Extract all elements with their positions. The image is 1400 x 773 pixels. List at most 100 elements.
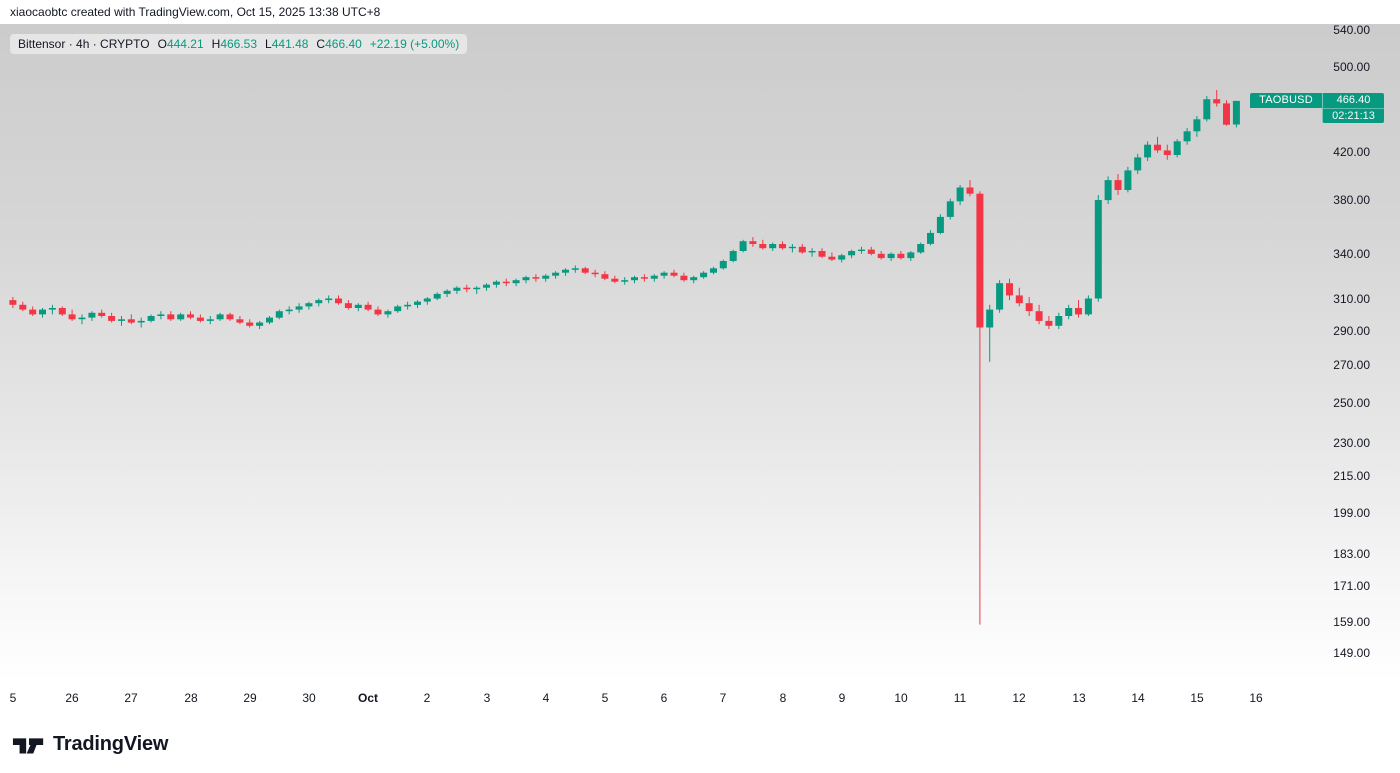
time-axis[interactable]: 5 26 27 28 29 30 Oct 2 3 4 5 6 7 8 9 10 11 12 13 14 15 16 (0, 684, 1400, 716)
candle-down (29, 306, 37, 316)
candle-up (838, 253, 846, 263)
time-axis-label: 4 (542, 691, 550, 705)
candle-up (78, 314, 86, 325)
candle-up (700, 271, 708, 279)
candle-up (1104, 176, 1112, 204)
candle-up (177, 312, 185, 321)
candle-down (818, 248, 826, 259)
time-axis-label: 3 (483, 691, 491, 705)
candle-down (1075, 300, 1082, 318)
time-axis-label: Oct (357, 691, 379, 705)
candle-up (256, 320, 264, 330)
footer: TradingView (0, 716, 1400, 773)
candle-up (384, 309, 392, 318)
candle-up (1055, 312, 1063, 330)
time-axis-label: 16 (1249, 691, 1263, 705)
ohlc-close: C466.40 (316, 37, 362, 51)
price-axis-label: 310.00 (1333, 292, 1370, 306)
candle-up (157, 311, 165, 320)
time-axis-label: 5 (601, 691, 609, 705)
price-change: +22.19 (+5.00%) (369, 37, 460, 51)
candle-down (1114, 174, 1122, 195)
chart-area[interactable]: Bittensor · 4h · CRYPTO O444.21 H466.53 … (0, 23, 1400, 716)
candle-down (897, 251, 905, 260)
candle-up (946, 198, 954, 220)
candle-down (640, 274, 648, 282)
candle-up (305, 301, 313, 310)
candle-up (266, 316, 273, 325)
candle-up (631, 275, 638, 284)
candle-up (1065, 304, 1073, 320)
last-price-badge: TAOBUSD 466.40 02:21:13 (1250, 93, 1384, 123)
candlestick-chart[interactable] (0, 24, 1320, 684)
candle-up (1134, 153, 1142, 174)
candle-down (98, 309, 106, 318)
candle-down (19, 301, 27, 312)
candle-up (414, 300, 421, 308)
candle-down (1015, 287, 1023, 307)
time-axis-label: 29 (243, 691, 257, 705)
candle-up (1094, 195, 1102, 302)
candle-up (1203, 96, 1211, 122)
candle-up (788, 244, 796, 253)
candle-down (9, 297, 17, 308)
time-axis-label: 10 (894, 691, 908, 705)
candle-up (1144, 141, 1152, 161)
candle-up (571, 265, 579, 273)
tradingview-wordmark[interactable]: TradingView (53, 733, 169, 755)
candle-up (48, 304, 56, 315)
candle-up (394, 304, 402, 313)
candle-up (542, 274, 550, 282)
candle-down (670, 269, 678, 278)
time-axis-label: 9 (838, 691, 846, 705)
candle-down (611, 275, 619, 284)
candle-up (808, 248, 816, 257)
candle-down (1035, 304, 1043, 325)
candle-up (216, 312, 224, 321)
candle-up (275, 309, 283, 320)
tradingview-logo-icon[interactable] (12, 731, 46, 759)
candle-down (976, 191, 984, 625)
candle-down (236, 316, 244, 325)
candle-down (1223, 100, 1230, 126)
candle-down (1006, 278, 1013, 301)
candle-up (739, 239, 747, 253)
price-axis-label: 149.00 (1333, 646, 1370, 660)
candle-up (483, 283, 490, 291)
time-axis-label: 12 (1012, 691, 1026, 705)
chart-legend: Bittensor · 4h · CRYPTO O444.21 H466.53 … (10, 34, 468, 54)
candle-down (601, 271, 609, 281)
ohlc-open: O444.21 (157, 37, 204, 51)
candle-down (58, 306, 66, 316)
price-axis-label: 340.00 (1333, 247, 1370, 261)
candle-up (88, 311, 96, 321)
candle-up (621, 277, 629, 285)
candle-up (433, 292, 441, 301)
candle-up (453, 286, 461, 294)
candle-up (710, 266, 717, 275)
price-axis-label: 270.00 (1333, 358, 1370, 372)
price-axis[interactable]: 540.00 500.00 420.00 380.00 340.00 310.00 290.… (1320, 23, 1400, 684)
time-axis-label: 28 (184, 691, 198, 705)
candle-up (907, 251, 915, 261)
candle-down (966, 180, 974, 197)
badge-spacer (1250, 108, 1322, 123)
candle-up (769, 242, 777, 251)
price-axis-label: 215.00 (1333, 469, 1370, 483)
candle-up (887, 252, 895, 261)
candle-down (68, 309, 76, 321)
candle-up (956, 185, 964, 206)
candle-up (118, 316, 125, 326)
candle-down (877, 251, 885, 260)
candle-down (344, 300, 352, 310)
candle-down (749, 237, 757, 247)
candle-down (828, 252, 836, 261)
candle-up (315, 298, 323, 307)
candle-down (680, 272, 688, 282)
candle-up (1084, 295, 1092, 316)
candle-up (1193, 116, 1201, 137)
candle-up (562, 268, 569, 276)
candle-down (226, 312, 234, 321)
time-axis-label: 2 (423, 691, 431, 705)
candle-down (532, 274, 540, 282)
